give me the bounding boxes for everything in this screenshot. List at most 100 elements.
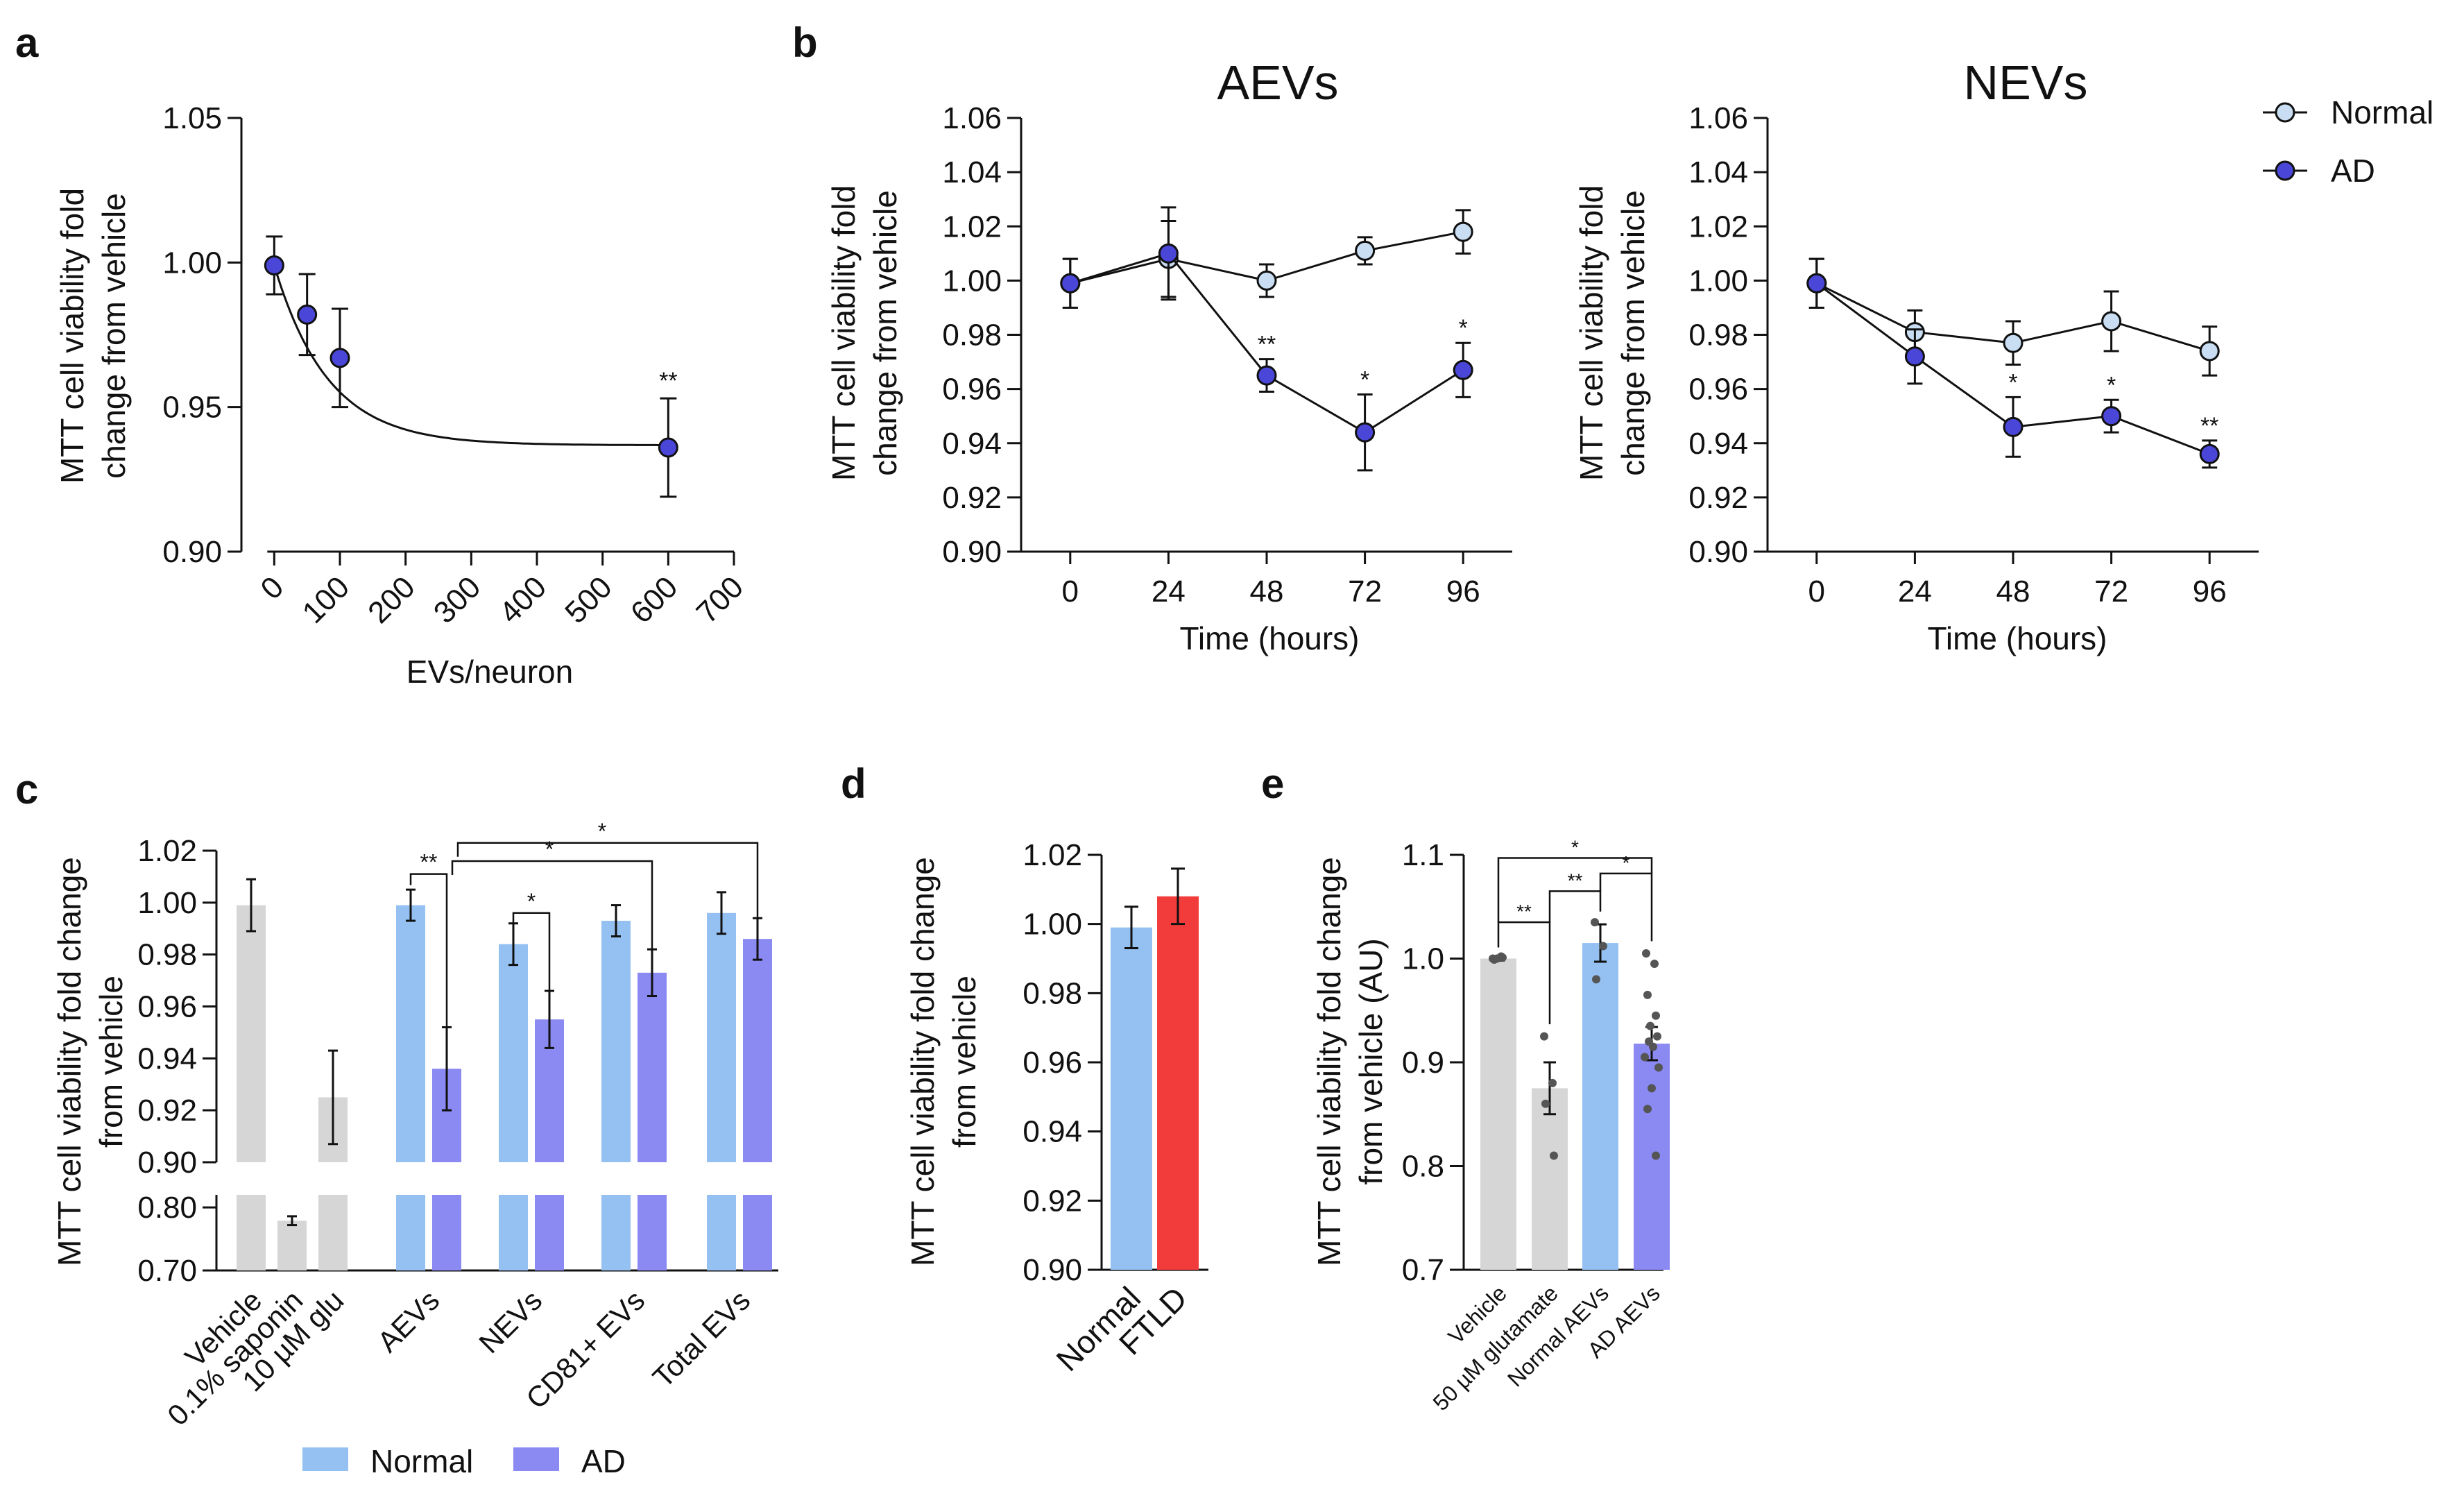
d-bar-ftld	[1157, 896, 1199, 1270]
legend-c-ad-label: AD	[581, 1443, 626, 1479]
c-top-y-tick-label: 0.94	[137, 1041, 197, 1075]
c-bracket-label-nevs: *	[527, 889, 536, 914]
x-axis-label-b2: Time (hours)	[1928, 620, 2107, 656]
plots: 0.900.951.001.050 100 200 300 400 500 600 700**…	[137, 101, 2259, 1431]
e-data-dot	[1654, 1063, 1663, 1072]
d-y-tick-label: 1.00	[1023, 908, 1082, 942]
e-bar-2	[1582, 943, 1618, 1270]
legend-normal-label: Normal	[2331, 94, 2433, 130]
legend-ad-marker	[2275, 160, 2295, 181]
a-x-tick-label: 400	[493, 570, 554, 630]
y-axis-label-b2-line1: MTT cell viability fold	[1573, 185, 1609, 481]
b-aevs-x-tick-label: 0	[1062, 575, 1079, 609]
legend-c-normal-swatch	[302, 1447, 348, 1471]
b-nevs-y-tick-label: 1.02	[1688, 210, 1748, 244]
b-nevs-y-tick-label: 1.06	[1688, 101, 1748, 135]
c-top-y-tick-label: 0.96	[137, 990, 197, 1024]
c-normal-bar-2-upper	[601, 921, 631, 1162]
b-nevs-ad-significance-label: *	[2107, 372, 2116, 398]
b-nevs-ad-data-point	[1904, 346, 1925, 367]
c-normal-bar-1-lower	[499, 1195, 528, 1270]
c-control-bar-0-upper	[237, 905, 266, 1162]
e-data-dot	[1643, 990, 1652, 999]
c-bottom-y-tick-label: 0.80	[137, 1191, 197, 1225]
b-aevs-y-tick-label: 1.00	[942, 264, 1002, 298]
e-data-dot	[1541, 1099, 1550, 1108]
b-nevs-y-tick-label: 0.94	[1688, 427, 1748, 461]
b-aevs-normal-data-point	[1256, 270, 1277, 291]
b-nevs-x-tick-label: 96	[2193, 575, 2227, 609]
y-axis-label-d-line2: from vehicle	[946, 976, 982, 1148]
b-aevs-y-tick-label: 0.96	[942, 373, 1002, 407]
x-axis-label-a: EVs/neuron	[407, 654, 573, 690]
b-aevs-ad-data-point	[1158, 243, 1179, 264]
b-nevs-y-tick-label: 0.98	[1688, 318, 1748, 352]
c-normal-bar-0-lower	[396, 1195, 425, 1270]
c-bracket-label-aevs: **	[420, 850, 438, 875]
y-axis-label-b2-line2: change from vehicle	[1615, 190, 1651, 476]
e-data-dot	[1591, 918, 1599, 927]
b-nevs-y-tick-label: 1.04	[1688, 155, 1748, 189]
e-data-dot	[1648, 1084, 1656, 1093]
b-nevs-ad-significance-label: *	[2008, 369, 2017, 396]
legend-c-normal-label: Normal	[370, 1443, 473, 1479]
chart-title-nevs: NEVs	[1964, 56, 2088, 110]
b-nevs-ad-data-point	[2003, 416, 2024, 437]
y-axis-label-e-line1: MTT cell viability fold change	[1311, 857, 1347, 1266]
e-data-dot	[1652, 1151, 1660, 1160]
c-bracket-label-cd81: *	[545, 837, 554, 862]
a-x-tick-label: 300	[427, 570, 488, 630]
b-nevs-y-tick-label: 1.00	[1688, 264, 1748, 298]
d-y-tick-label: 1.02	[1023, 838, 1082, 872]
y-axis-label-e-line2: from vehicle (AU)	[1353, 938, 1389, 1184]
a-x-tick-label: 100	[296, 570, 357, 630]
e-data-dot	[1650, 959, 1659, 968]
panel-label-d: d	[841, 760, 866, 807]
c-bracket-aevs	[409, 873, 448, 1101]
e-bar-0	[1480, 958, 1516, 1270]
b-nevs-normal-data-point	[2101, 311, 2122, 332]
e-data-dot	[1649, 1042, 1657, 1051]
panel-label-c: c	[15, 766, 38, 813]
b-aevs-x-tick-label: 96	[1446, 575, 1480, 609]
c-bracket-cd81	[451, 860, 653, 987]
e-y-tick-label: 0.9	[1402, 1046, 1444, 1080]
b-nevs-ad-data-point	[1806, 273, 1827, 294]
e-y-tick-label: 0.7	[1402, 1253, 1444, 1287]
b-nevs-x-tick-label: 0	[1808, 575, 1825, 609]
c-control-bar-2-lower	[318, 1195, 348, 1270]
c-normal-bar-2-lower	[601, 1195, 631, 1270]
a-y-tick-label: 0.95	[162, 391, 222, 425]
d-y-tick-label: 0.96	[1023, 1046, 1082, 1080]
e-data-dot	[1548, 1078, 1557, 1087]
a-x-tick-label: 600	[624, 570, 685, 630]
c-bracket-nevs	[512, 912, 551, 1040]
b-aevs-y-tick-label: 1.04	[942, 155, 1002, 189]
e-bracket-glu-normal	[1548, 890, 1602, 923]
b-aevs-normal-data-point	[1453, 221, 1473, 242]
c-ad-bar-0-lower	[432, 1195, 461, 1270]
a-x-tick-label: 500	[558, 570, 619, 630]
panel-label-b: b	[792, 19, 818, 66]
c-x-tick-label: NEVs	[472, 1284, 548, 1359]
b-nevs-normal-data-point	[2003, 332, 2024, 353]
e-y-tick-label: 0.8	[1402, 1150, 1444, 1184]
b-nevs-x-tick-label: 48	[1996, 575, 2030, 609]
e-bracket-label-normal-ad: *	[1623, 852, 1630, 874]
c-control-bar-0-lower	[237, 1195, 266, 1270]
d-y-tick-label: 0.90	[1023, 1253, 1082, 1287]
b-nevs-ad-data-point	[2199, 443, 2220, 464]
y-axis-label-c-line2: from vehicle	[93, 976, 129, 1148]
e-data-dot	[1599, 942, 1607, 951]
e-data-dot	[1493, 954, 1501, 963]
e-data-dot	[1592, 975, 1600, 984]
b-nevs-ad-data-point	[2101, 406, 2122, 427]
b-aevs-ad-data-point	[1256, 365, 1277, 386]
c-normal-bar-3-upper	[707, 912, 736, 1162]
c-top-y-tick-label: 1.00	[137, 886, 197, 920]
b-aevs-ad-significance-label: *	[1459, 315, 1468, 341]
c-ad-bar-2-upper	[638, 972, 667, 1162]
b-nevs-normal-data-point	[2199, 341, 2220, 362]
b-aevs-x-tick-label: 24	[1152, 575, 1186, 609]
